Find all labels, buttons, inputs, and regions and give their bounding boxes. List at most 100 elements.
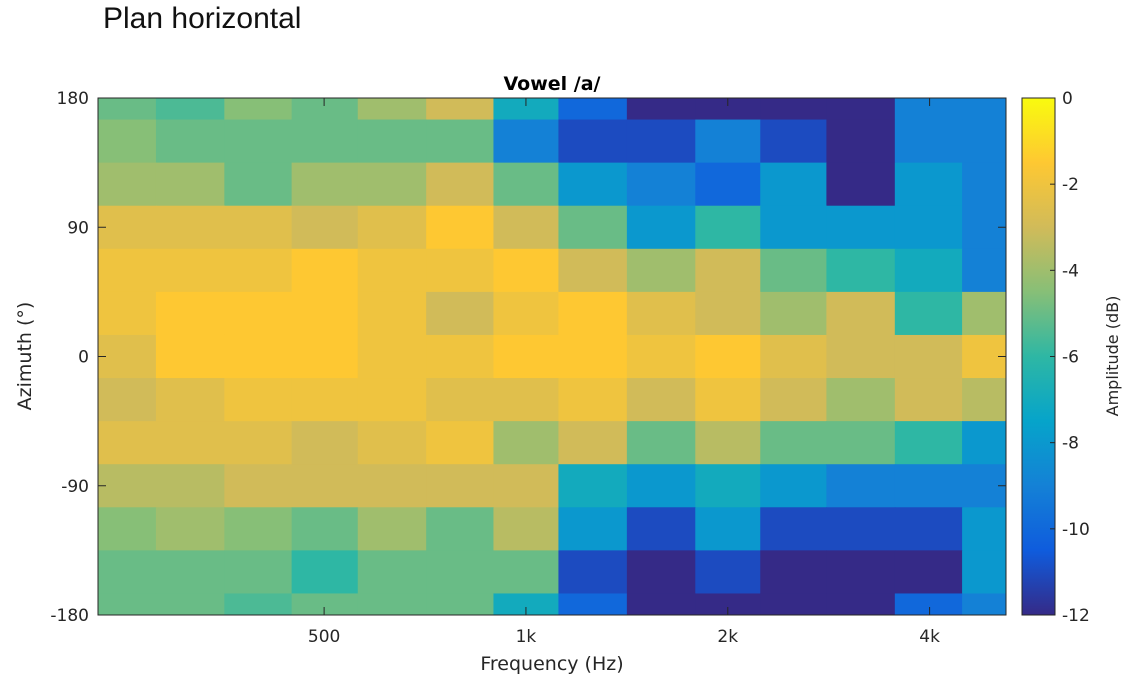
heatmap-cell — [558, 119, 628, 164]
heatmap-cell — [760, 378, 827, 422]
heatmap-cell — [426, 593, 495, 615]
heatmap-cell — [155, 421, 225, 465]
heatmap-cell — [695, 205, 761, 250]
heatmap-cell — [626, 464, 696, 508]
heatmap-cell — [695, 464, 761, 508]
heatmap-cell — [155, 378, 225, 422]
heatmap-cell — [558, 162, 628, 207]
heatmap-cell — [760, 421, 827, 465]
heatmap-cell — [291, 162, 359, 207]
heatmap-cell — [493, 162, 560, 207]
heatmap-cell — [695, 378, 761, 422]
heatmap-cell — [894, 507, 963, 551]
heatmap-cell — [357, 248, 427, 293]
heatmap-cell — [98, 550, 157, 595]
heatmap-cell — [291, 507, 359, 551]
heatmap-cell — [558, 291, 628, 336]
heatmap-cell — [155, 248, 225, 293]
heatmap-cell — [291, 378, 359, 422]
heatmap-cell — [695, 119, 761, 164]
heatmap-cell — [98, 248, 157, 293]
heatmap-cell — [155, 205, 225, 250]
heatmap-cell — [493, 248, 560, 293]
y-tick-label: -180 — [50, 606, 89, 626]
heatmap-cell — [224, 248, 293, 293]
heatmap-cell — [98, 464, 157, 508]
heatmap-cell — [962, 550, 1006, 595]
heatmap-cell — [426, 464, 495, 508]
heatmap-cell — [826, 119, 896, 164]
colorbar-tick-label: -2 — [1062, 175, 1079, 195]
heatmap-cell — [224, 421, 293, 465]
heatmap-cell — [695, 550, 761, 595]
heatmap-cell — [224, 550, 293, 595]
heatmap-cell — [357, 291, 427, 336]
heatmap-cell — [626, 205, 696, 250]
heatmap-cell — [98, 334, 157, 379]
heatmap-cell — [760, 291, 827, 336]
heatmap-cell — [426, 98, 495, 121]
heatmap-cell — [155, 291, 225, 336]
chart-title: Vowel /a/ — [504, 73, 601, 95]
heatmap-cell — [894, 119, 963, 164]
heatmap-cell — [426, 378, 495, 422]
heatmap-cell — [626, 248, 696, 293]
heatmap-cell — [760, 119, 827, 164]
x-tick-label: 1k — [516, 627, 537, 647]
heatmap-cell — [760, 98, 827, 121]
heatmap-cell — [695, 248, 761, 293]
y-axis-label: Azimuth (°) — [14, 302, 36, 411]
heatmap-cell — [224, 119, 293, 164]
heatmap-cell — [894, 334, 963, 379]
heatmap-cell — [558, 593, 628, 615]
heatmap-cell — [962, 593, 1006, 615]
heatmap-cell — [493, 334, 560, 379]
heatmap-cell — [826, 507, 896, 551]
heatmap-cell — [558, 378, 628, 422]
y-tick-label: 180 — [57, 89, 89, 109]
heatmap-cell — [826, 378, 896, 422]
heatmap-cell — [962, 421, 1006, 465]
heatmap-cell — [357, 421, 427, 465]
heatmap-cell — [626, 162, 696, 207]
heatmap-cell — [626, 98, 696, 121]
heatmap-cell — [894, 98, 963, 121]
heatmap-cell — [224, 205, 293, 250]
heatmap-cell — [760, 248, 827, 293]
heatmap-cell — [357, 464, 427, 508]
heatmap-cell — [224, 162, 293, 207]
heatmap-cell — [962, 291, 1006, 336]
heatmap-cell — [224, 593, 293, 615]
heatmap-cell — [626, 119, 696, 164]
heatmap-cell — [760, 593, 827, 615]
heatmap-cell — [760, 507, 827, 551]
heatmap-cell — [357, 550, 427, 595]
heatmap-cell — [224, 507, 293, 551]
heatmap-cell — [98, 507, 157, 551]
heatmap-cell — [894, 162, 963, 207]
x-axis: 500 1k 2k 4k — [308, 98, 940, 647]
heatmap-cell — [357, 507, 427, 551]
heatmap-cell — [626, 421, 696, 465]
heatmap-cell — [558, 98, 628, 121]
heatmap-cell — [894, 378, 963, 422]
heatmap-cell — [894, 593, 963, 615]
heatmap-cell — [357, 162, 427, 207]
heatmap-cell — [826, 593, 896, 615]
colorbar-axis: 0 -2 -4 -6 -8 -10 -12 — [1050, 89, 1090, 626]
y-axis: 180 90 0 -90 -180 — [50, 89, 1006, 626]
heatmap-cell — [357, 98, 427, 121]
heatmap-cell — [626, 593, 696, 615]
colorbar-tick-label: -8 — [1062, 434, 1079, 454]
heatmap-cell — [826, 98, 896, 121]
heatmap-cell — [155, 464, 225, 508]
heatmap-cell — [894, 550, 963, 595]
heatmap-cell — [291, 291, 359, 336]
heatmap-cell — [826, 205, 896, 250]
heatmap-cell — [98, 593, 157, 615]
heatmap-cell — [493, 550, 560, 595]
heatmap-cell — [826, 291, 896, 336]
heatmap-cell — [291, 205, 359, 250]
colorbar-tick-label: -10 — [1062, 520, 1090, 540]
heatmap-cell — [357, 205, 427, 250]
